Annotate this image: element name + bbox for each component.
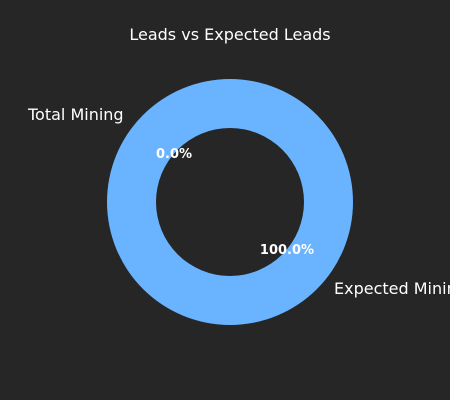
pie-slice-1	[107, 79, 353, 325]
category-label-1: Expected Mining	[334, 279, 450, 298]
category-label-0: Total Mining	[27, 105, 124, 124]
labels-group: Total Mining 0.0% Expected Mining 100.0%	[27, 105, 450, 298]
chart-title: Leads vs Expected Leads	[129, 25, 330, 44]
percent-label-1: 100.0%	[260, 243, 314, 258]
percent-label-0: 0.0%	[156, 147, 192, 162]
slices-group	[107, 79, 353, 325]
